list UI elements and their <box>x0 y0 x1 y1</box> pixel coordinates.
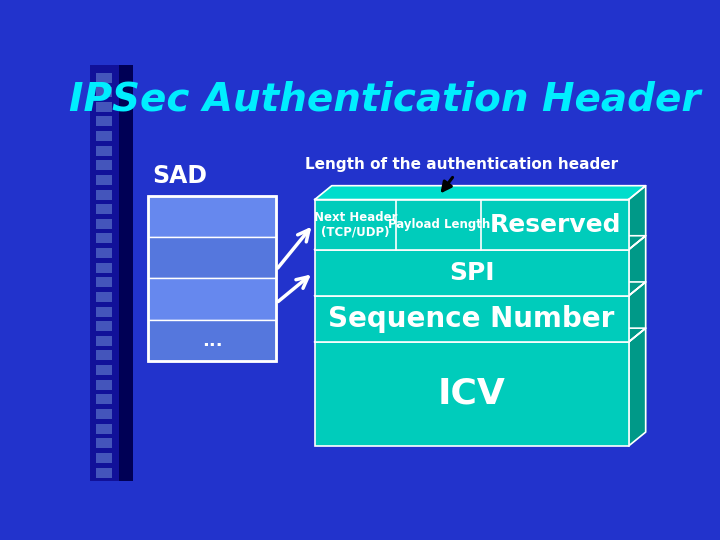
Text: Next Header
(TCP/UDP): Next Header (TCP/UDP) <box>314 211 397 239</box>
Bar <box>96 175 112 185</box>
Bar <box>96 160 112 170</box>
Bar <box>96 321 112 331</box>
Bar <box>96 278 112 287</box>
Bar <box>96 262 112 273</box>
Bar <box>96 292 112 302</box>
Bar <box>96 438 112 448</box>
Text: Payload Length: Payload Length <box>387 218 490 231</box>
Bar <box>96 350 112 361</box>
Bar <box>315 200 629 249</box>
Text: Sequence Number: Sequence Number <box>328 305 615 333</box>
Bar <box>96 131 112 141</box>
Bar <box>315 342 629 446</box>
Bar <box>148 237 276 279</box>
Polygon shape <box>315 328 646 342</box>
Bar <box>96 307 112 316</box>
Text: ICV: ICV <box>438 377 505 411</box>
Bar <box>148 195 276 237</box>
Bar <box>96 233 112 244</box>
Bar <box>315 249 629 296</box>
Bar <box>96 72 112 83</box>
Bar <box>96 365 112 375</box>
Bar <box>96 453 112 463</box>
Text: IPSec Authentication Header: IPSec Authentication Header <box>68 80 701 118</box>
Bar <box>96 204 112 214</box>
Text: Length of the authentication header: Length of the authentication header <box>305 157 618 191</box>
Bar <box>96 117 112 126</box>
Bar <box>96 468 112 477</box>
Bar <box>96 409 112 419</box>
Bar <box>96 102 112 112</box>
Bar <box>96 87 112 97</box>
Polygon shape <box>629 186 646 249</box>
Bar <box>96 394 112 404</box>
Bar <box>96 380 112 390</box>
Bar <box>96 336 112 346</box>
Polygon shape <box>315 186 646 200</box>
Text: SAD: SAD <box>152 164 207 188</box>
Bar <box>148 195 276 361</box>
Bar <box>315 296 629 342</box>
Polygon shape <box>629 282 646 342</box>
Text: Reserved: Reserved <box>490 213 621 237</box>
Bar <box>96 423 112 434</box>
Bar <box>148 320 276 361</box>
Polygon shape <box>629 236 646 296</box>
Bar <box>96 190 112 200</box>
Bar <box>90 65 132 481</box>
Bar <box>96 219 112 229</box>
Text: SPI: SPI <box>449 261 495 285</box>
Polygon shape <box>629 328 646 446</box>
Text: ...: ... <box>202 332 222 349</box>
Bar <box>96 146 112 156</box>
Bar <box>96 248 112 258</box>
Polygon shape <box>315 282 646 296</box>
Bar <box>120 65 133 481</box>
Polygon shape <box>315 236 646 249</box>
Bar <box>148 279 276 320</box>
